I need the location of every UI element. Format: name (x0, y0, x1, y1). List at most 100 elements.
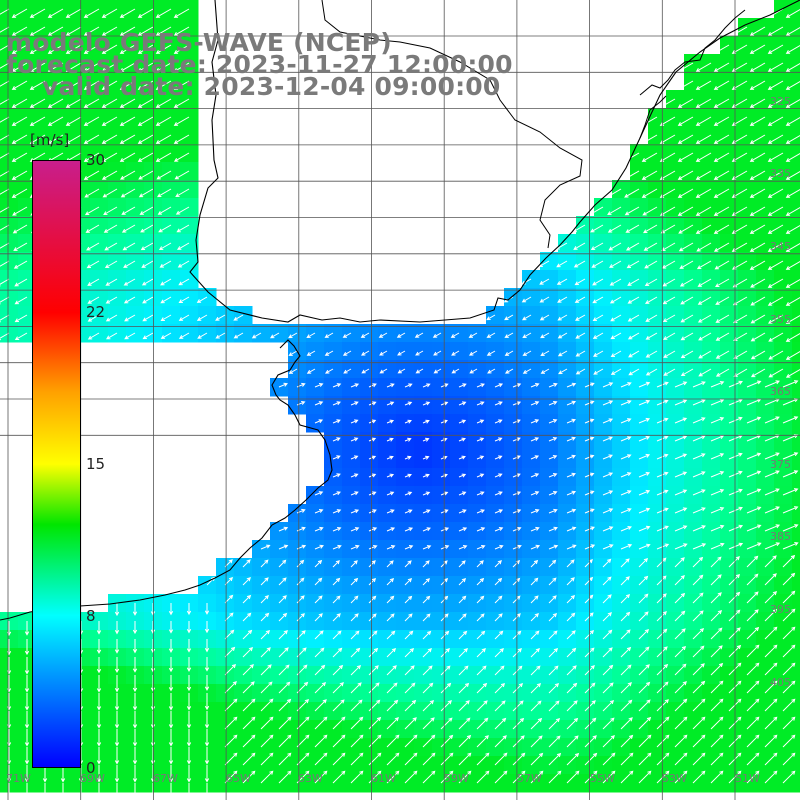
wind-speed-cell (0, 234, 19, 253)
wind-vector-arrow (764, 555, 777, 568)
wind-vector-arrow (278, 382, 288, 388)
wind-vector-arrow (173, 44, 190, 54)
wind-speed-cell (702, 180, 721, 199)
wind-vector-arrow (404, 401, 413, 406)
wind-speed-cell (0, 324, 19, 343)
wind-vector-arrow (83, 116, 100, 126)
wind-speed-cell (612, 306, 631, 325)
wind-vector-arrow (422, 595, 431, 604)
wind-vector-arrow (137, 26, 154, 36)
wind-vector-arrow (620, 418, 632, 424)
wind-vector-arrow (296, 559, 305, 568)
wind-vector-arrow (386, 647, 397, 658)
wind-speed-cell (774, 360, 793, 379)
wind-vector-arrow (204, 693, 210, 711)
wind-vector-arrow (137, 116, 154, 126)
wind-speed-cell (684, 234, 703, 253)
wind-speed-cell (72, 72, 91, 91)
wind-speed-cell (594, 324, 613, 343)
wind-vector-arrow (674, 716, 688, 730)
wind-vector-arrow (296, 401, 306, 406)
wind-vector-arrow (224, 752, 238, 766)
wind-vector-arrow (386, 699, 399, 712)
wind-vector-arrow (728, 380, 743, 388)
wind-speed-cell (756, 270, 775, 289)
wind-speed-cell (738, 36, 757, 55)
wind-vector-arrow (114, 711, 120, 729)
wind-vector-arrow (695, 224, 712, 234)
title-model: modelo GEFS-WAVE (NCEP) (6, 28, 392, 57)
wind-speed-cell (18, 162, 37, 181)
wind-speed-cell (792, 630, 800, 649)
wind-vector-arrow (548, 647, 559, 658)
wind-speed-cell (90, 72, 109, 91)
wind-vector-arrow (557, 350, 568, 357)
wind-vector-arrow (361, 350, 370, 356)
wind-vector-arrow (645, 368, 658, 376)
wind-speed-cell (756, 144, 775, 163)
wind-vector-arrow (422, 419, 430, 424)
wind-vector-arrow (713, 206, 730, 216)
wind-vector-arrow (142, 296, 154, 304)
wind-speed-cell (324, 324, 343, 343)
wind-speed-cell (126, 252, 145, 271)
wind-vector-arrow (368, 491, 377, 496)
wind-vector-arrow (728, 452, 743, 460)
wind-vector-arrow (530, 544, 541, 550)
wind-vector-arrow (638, 770, 652, 784)
lat-label: 335 (770, 167, 791, 180)
wind-vector-arrow (306, 332, 316, 339)
wind-vector-arrow (260, 559, 269, 568)
wind-vector-arrow (566, 577, 575, 586)
wind-vector-arrow (215, 332, 226, 339)
wind-speed-cell (36, 126, 55, 145)
wind-vector-arrow (306, 368, 316, 374)
wind-vector-arrow (566, 454, 576, 460)
wind-vector-arrow (575, 314, 586, 321)
wind-vector-arrow (386, 595, 395, 604)
wind-vector-arrow (530, 648, 540, 658)
wind-vector-arrow (332, 455, 341, 460)
wind-speed-cell (684, 198, 703, 217)
wind-speed-cell (774, 144, 793, 163)
wind-vector-arrow (314, 383, 324, 388)
wind-vector-arrow (132, 729, 138, 747)
wind-vector-arrow (114, 603, 120, 617)
wind-speed-cell (792, 702, 800, 721)
wind-speed-cell (180, 72, 199, 91)
wind-speed-cell (702, 198, 721, 217)
wind-vector-arrow (548, 526, 558, 532)
wind-vector-arrow (602, 735, 615, 748)
wind-vector-arrow (84, 206, 100, 216)
wind-speed-cell (738, 162, 757, 181)
wind-vector-arrow (160, 314, 172, 321)
wind-vector-arrow (137, 62, 154, 72)
wind-vector-arrow (242, 734, 256, 748)
wind-vector-arrow (530, 735, 543, 748)
wind-vector-arrow (602, 770, 616, 784)
wind-vector-arrow (710, 399, 725, 406)
wind-vector-arrow (296, 613, 305, 622)
wind-speed-cell (378, 360, 397, 379)
wind-vector-arrow (83, 44, 100, 54)
wind-vector-arrow (504, 332, 514, 338)
wind-vector-arrow (14, 278, 28, 287)
wind-vector-arrow (566, 665, 577, 676)
wind-speed-cell (558, 234, 577, 253)
wind-speed-cell (0, 126, 19, 145)
wind-vector-arrow (749, 62, 766, 72)
wind-vector-arrow (638, 381, 651, 388)
wind-vector-arrow (278, 664, 290, 676)
wind-vector-arrow (404, 717, 417, 730)
wind-vector-arrow (692, 507, 706, 514)
wind-vector-arrow (645, 350, 658, 358)
wind-speed-cell (702, 216, 721, 235)
wind-speed-cell (792, 648, 800, 667)
wind-vector-arrow (590, 242, 604, 251)
wind-speed-cell (162, 216, 181, 235)
wind-vector-arrow (620, 436, 632, 442)
wind-vector-arrow (695, 80, 712, 90)
wind-speed-cell (774, 162, 793, 181)
wind-vector-arrow (186, 639, 192, 653)
wind-vector-arrow (368, 699, 381, 712)
